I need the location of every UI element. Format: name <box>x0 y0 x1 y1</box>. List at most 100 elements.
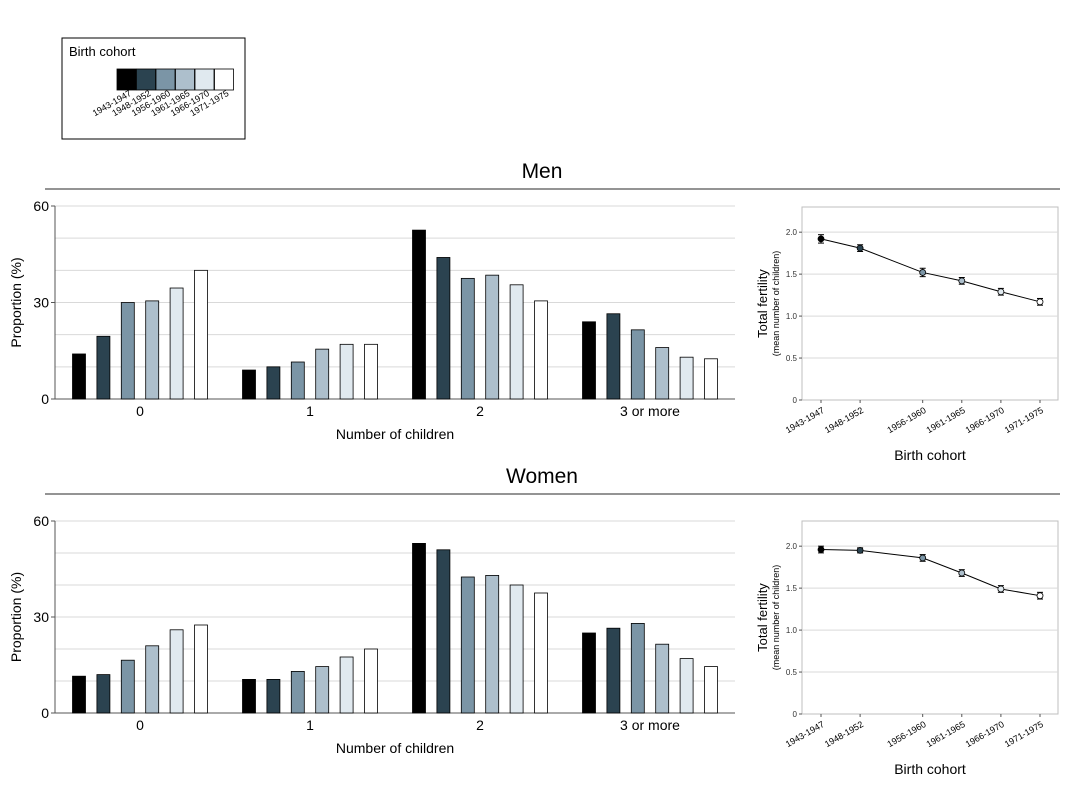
bar-1966-1970-2 <box>509 584 524 714</box>
legend-title: Birth cohort <box>69 44 136 59</box>
bar-1943-1947-1 <box>242 679 256 714</box>
bar-1961-1965-1 <box>315 348 330 400</box>
bar-1948-1952-2 <box>436 549 451 714</box>
x-tick-label: 1961-1965 <box>925 405 967 435</box>
bar-1966-1970-0 <box>169 629 184 714</box>
y-axis-title: Proportion (%) <box>8 257 24 347</box>
bar-1948-1952-3 or more <box>606 313 621 400</box>
bar-1943-1947-3 or more <box>582 632 596 714</box>
bar-chart-men-bars: 0 30 60 0 1 2 3 or more Number of children Propo… <box>8 198 735 442</box>
y-tick-label: 2.0 <box>786 228 798 237</box>
bar-1948-1952-2 <box>436 257 451 400</box>
x-tick-label: 1943-1947 <box>784 405 826 435</box>
y-tick-label: 0 <box>793 710 798 719</box>
bar-1971-1975-0 <box>194 624 208 714</box>
bar-1956-1960-0 <box>120 302 135 400</box>
y-tick-label: 60 <box>33 198 49 214</box>
point-1943-1947 <box>817 235 825 243</box>
x-tick-label: 1 <box>306 403 314 419</box>
y-axis-title: Proportion (%) <box>8 572 24 662</box>
x-tick-label: 0 <box>136 717 144 733</box>
bar-1948-1952-3 or more <box>606 627 621 714</box>
y-tick-label: 30 <box>33 609 49 625</box>
y-axis-subtitle: (mean number of children) <box>771 565 781 671</box>
bar-1943-1947-3 or more <box>582 321 596 400</box>
y-tick-label: 0.5 <box>786 354 798 363</box>
bar-1971-1975-3 or more <box>704 666 718 714</box>
bar-1966-1970-0 <box>169 287 184 400</box>
bar-1971-1975-1 <box>364 343 378 400</box>
bar-1948-1952-1 <box>266 366 281 400</box>
bar-1966-1970-3 or more <box>679 658 694 714</box>
legend-swatch <box>155 68 176 91</box>
bar-1943-1947-2 <box>412 229 426 400</box>
x-tick-label: 1971-1975 <box>1003 405 1045 435</box>
bar-1956-1960-2 <box>460 277 475 400</box>
x-tick-label: 1948-1952 <box>823 719 865 749</box>
point-1966-1970 <box>997 585 1005 593</box>
y-tick-label: 30 <box>33 295 49 311</box>
y-axis-title: Total fertility <box>755 583 770 652</box>
point-1948-1952 <box>856 546 864 554</box>
bar-1971-1975-2 <box>534 300 548 400</box>
bar-1961-1965-3 or more <box>655 347 670 400</box>
plot-frame <box>801 206 1059 401</box>
bar-1966-1970-1 <box>339 343 354 400</box>
point-1966-1970 <box>997 288 1005 296</box>
panel-title: Women <box>506 465 578 488</box>
legend-swatch <box>194 68 215 91</box>
bar-1966-1970-2 <box>509 284 524 400</box>
bar-1956-1960-1 <box>290 361 305 400</box>
bar-1961-1965-1 <box>315 666 330 714</box>
y-tick-label: 1.0 <box>786 626 798 635</box>
bar-1961-1965-0 <box>145 300 160 400</box>
point-1961-1965 <box>958 277 966 285</box>
y-tick-label: 1.5 <box>786 270 798 279</box>
x-axis-title: Number of children <box>336 426 454 442</box>
y-axis-title: Total fertility <box>755 269 770 338</box>
legend-swatch <box>175 68 195 91</box>
point-1956-1960 <box>919 554 927 562</box>
x-tick-label: 1948-1952 <box>823 405 865 435</box>
x-tick-label: 1966-1970 <box>964 405 1006 435</box>
bar-1966-1970-3 or more <box>679 356 694 400</box>
panel-title: Men <box>522 160 563 183</box>
y-tick-label: 2.0 <box>786 542 798 551</box>
bar-1956-1960-0 <box>120 659 135 714</box>
y-tick-label: 0 <box>41 705 49 721</box>
legend-swatch <box>214 68 234 91</box>
fertility-line <box>820 238 1041 303</box>
point-1956-1960 <box>919 269 927 276</box>
bar-1971-1975-1 <box>364 648 378 714</box>
y-tick-label: 0 <box>793 396 798 405</box>
x-tick-label: 1 <box>306 717 314 733</box>
bar-chart-women-bars: 0 30 60 0 1 2 3 or more Number of children Propo… <box>8 513 735 756</box>
bar-1971-1975-3 or more <box>704 358 718 400</box>
y-tick-label: 1.0 <box>786 312 798 321</box>
y-tick-label: 1.5 <box>786 584 798 593</box>
bar-1961-1965-2 <box>485 274 500 400</box>
point-1971-1975 <box>1036 592 1044 600</box>
bar-1956-1960-3 or more <box>630 329 645 400</box>
x-tick-label: 1956-1960 <box>885 405 927 435</box>
x-tick-label: 1971-1975 <box>1003 719 1045 749</box>
bar-1943-1947-1 <box>242 369 256 400</box>
bar-1943-1947-0 <box>72 675 86 714</box>
bar-1961-1965-0 <box>145 645 160 714</box>
bar-1948-1952-1 <box>266 679 281 714</box>
x-tick-label: 3 or more <box>620 403 680 419</box>
legend: Birth cohort1943-19471948-19521956-19601… <box>61 37 246 140</box>
point-1961-1965 <box>958 569 966 577</box>
x-axis-title: Birth cohort <box>894 761 966 777</box>
y-tick-label: 0.5 <box>786 668 798 677</box>
bar-1956-1960-3 or more <box>630 623 645 714</box>
x-tick-label: 1966-1970 <box>964 719 1006 749</box>
bar-1956-1960-2 <box>460 576 475 714</box>
bar-1943-1947-2 <box>412 543 426 714</box>
bar-1961-1965-3 or more <box>655 643 670 714</box>
legend-swatch <box>136 68 156 91</box>
bar-1971-1975-2 <box>534 592 548 714</box>
bar-1966-1970-1 <box>339 656 354 714</box>
